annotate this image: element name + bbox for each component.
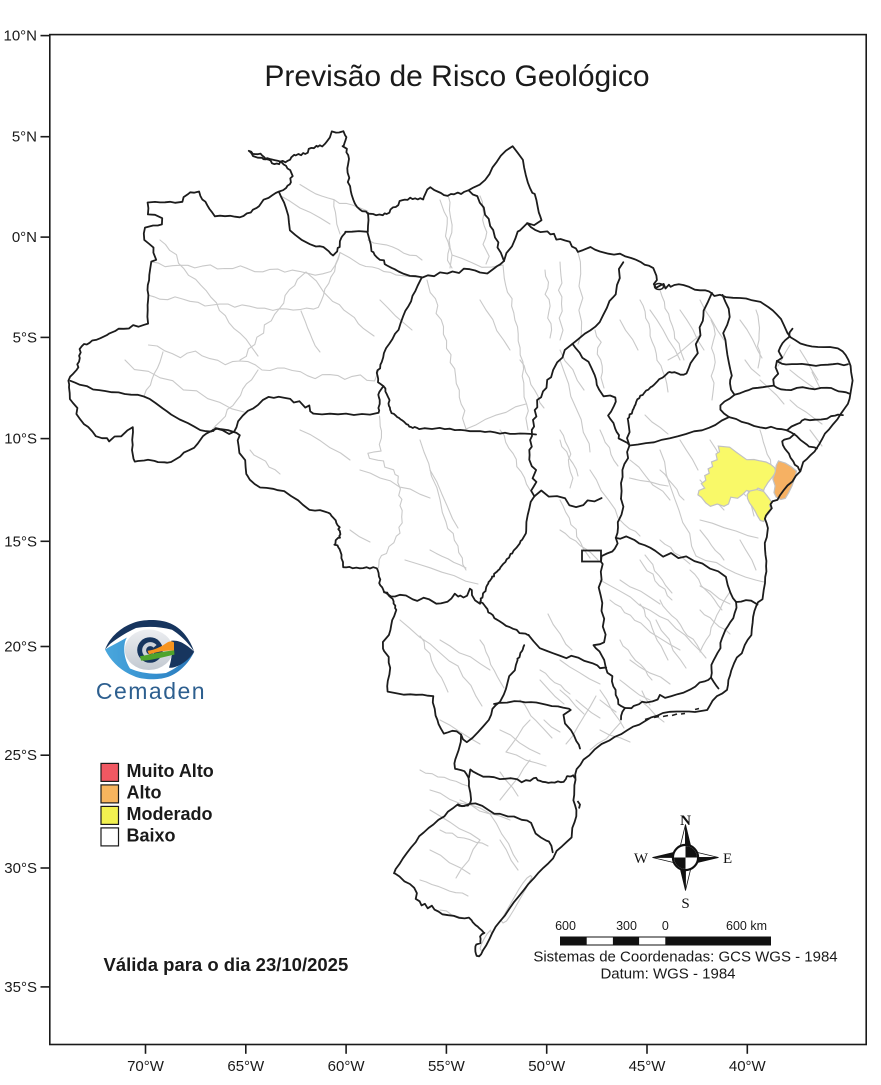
svg-text:20°S: 20°S	[4, 639, 37, 656]
svg-text:E: E	[723, 851, 732, 867]
svg-text:Previsão de Risco Geológico: Previsão de Risco Geológico	[264, 60, 649, 93]
svg-text:60°W: 60°W	[328, 1058, 366, 1075]
svg-text:35°S: 35°S	[4, 979, 37, 996]
svg-text:10°S: 10°S	[4, 431, 37, 448]
svg-text:55°W: 55°W	[428, 1058, 466, 1075]
svg-text:600: 600	[555, 919, 576, 933]
svg-text:0: 0	[662, 919, 669, 933]
svg-text:40°W: 40°W	[729, 1058, 767, 1075]
svg-text:Moderado: Moderado	[127, 804, 213, 824]
svg-text:W: W	[634, 851, 649, 867]
svg-text:0°N: 0°N	[12, 229, 37, 246]
svg-text:Baixo: Baixo	[127, 826, 176, 846]
svg-text:5°S: 5°S	[13, 329, 37, 346]
svg-text:10°N: 10°N	[3, 28, 37, 45]
svg-text:45°W: 45°W	[629, 1058, 667, 1075]
svg-text:Cemaden: Cemaden	[96, 678, 206, 704]
svg-text:Alto: Alto	[127, 783, 162, 803]
svg-text:Muito Alto: Muito Alto	[127, 761, 214, 781]
svg-text:300: 300	[616, 919, 637, 933]
svg-text:70°W: 70°W	[127, 1058, 165, 1075]
svg-text:600 km: 600 km	[726, 919, 767, 933]
svg-text:30°S: 30°S	[4, 860, 37, 877]
svg-text:S: S	[681, 896, 689, 912]
svg-text:50°W: 50°W	[528, 1058, 566, 1075]
svg-text:Sistemas de Coordenadas: GCS W: Sistemas de Coordenadas: GCS WGS - 1984	[533, 949, 837, 966]
svg-text:5°N: 5°N	[12, 129, 37, 146]
svg-text:N: N	[680, 813, 691, 829]
svg-text:25°S: 25°S	[4, 747, 37, 764]
svg-text:Válida para o dia 23/10/2025: Válida para o dia 23/10/2025	[104, 954, 349, 975]
svg-text:65°W: 65°W	[227, 1058, 265, 1075]
svg-text:15°S: 15°S	[4, 533, 37, 550]
svg-text:Datum: WGS - 1984: Datum: WGS - 1984	[600, 966, 735, 983]
